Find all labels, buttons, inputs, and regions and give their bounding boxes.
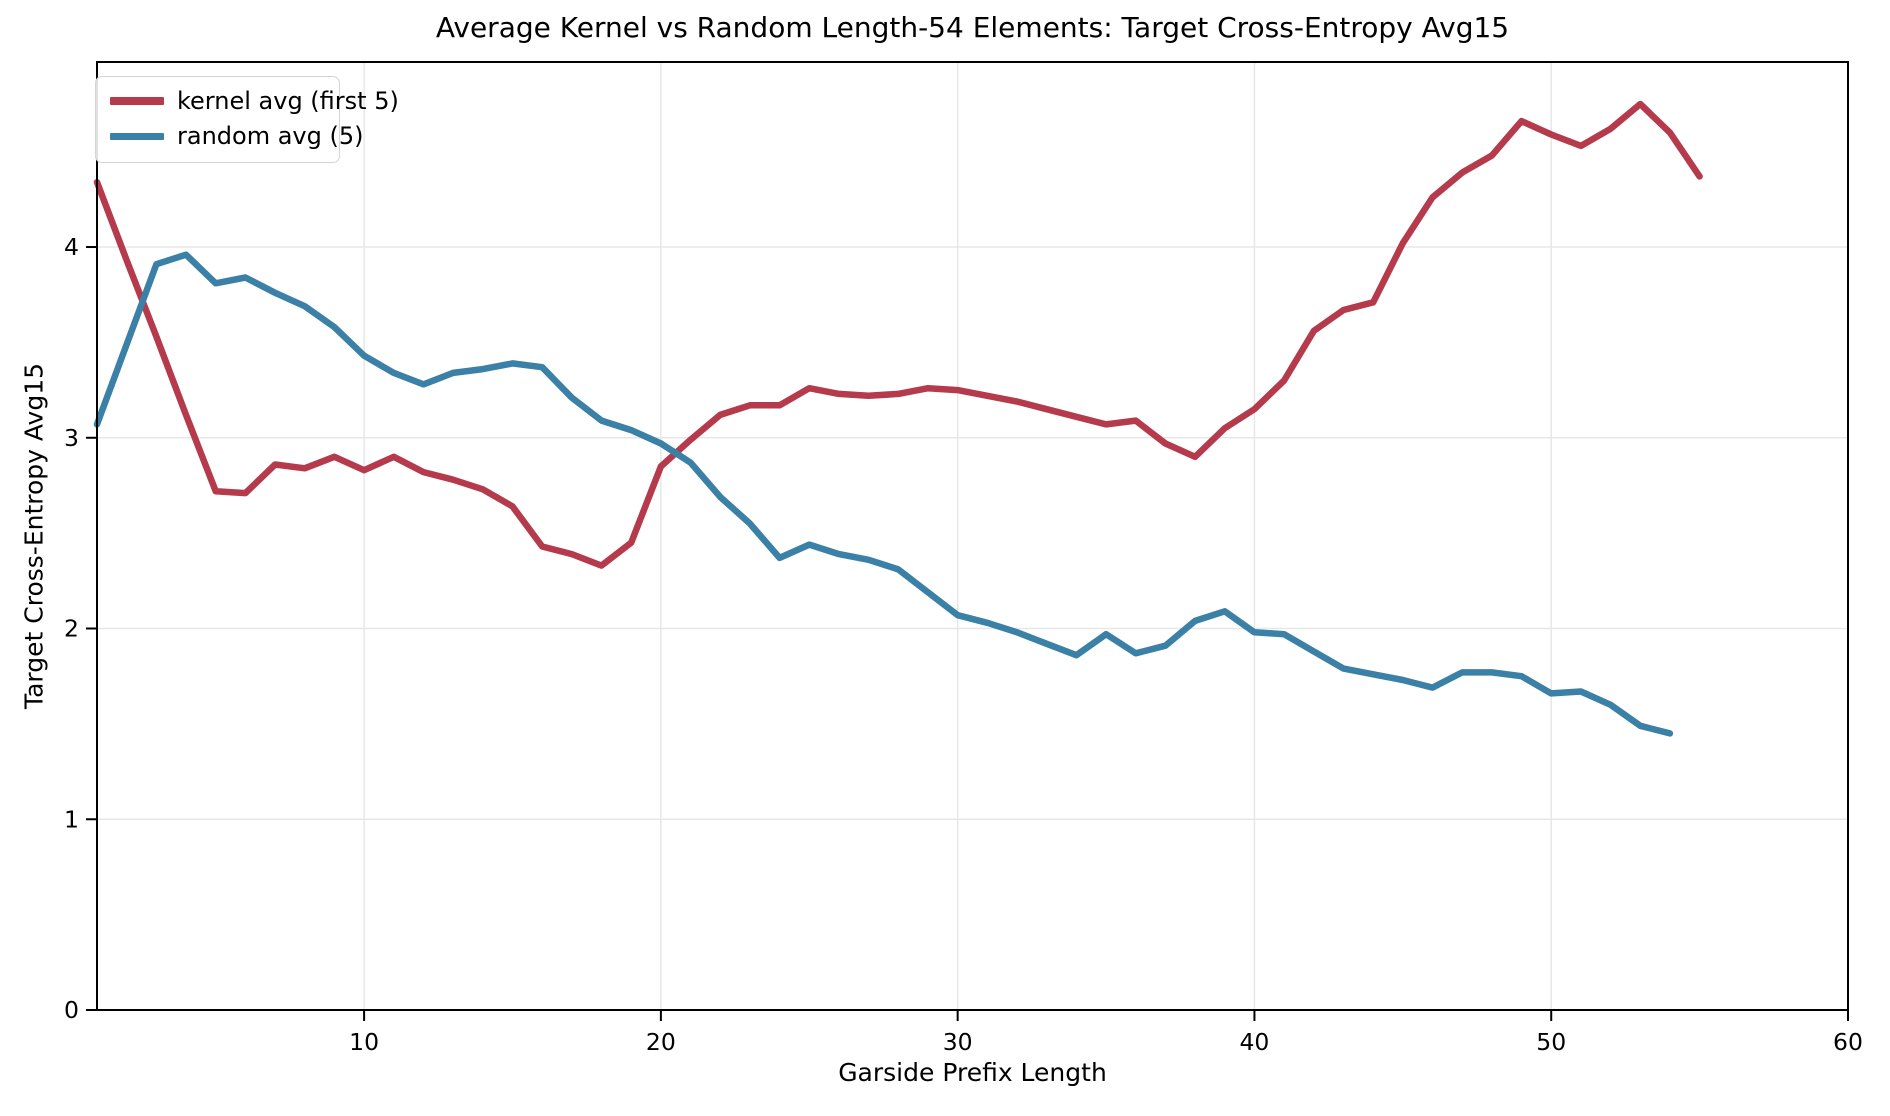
- kernel-line: [93, 100, 1703, 569]
- legend-item-random: random avg (5): [110, 123, 363, 150]
- x-tick-label: 10: [349, 1028, 379, 1056]
- y-axis-label: Target Cross-Entropy Avg15: [19, 362, 49, 710]
- legend-label-kernel: kernel avg (first 5): [177, 87, 399, 115]
- x-tick-label: 20: [646, 1028, 676, 1056]
- y-tick-label: 2: [64, 615, 79, 643]
- x-axis-label: Garside Prefix Length: [838, 1058, 1107, 1087]
- y-tick-label: 3: [64, 424, 79, 452]
- legend-label-random: random avg (5): [177, 122, 364, 151]
- random-line: [93, 251, 1674, 737]
- x-tick-label: 50: [1536, 1028, 1566, 1056]
- y-tick-label: 0: [64, 996, 79, 1024]
- y-tick-label: 1: [64, 805, 79, 833]
- x-tick-label: 40: [1239, 1028, 1269, 1056]
- x-tick-label: 60: [1833, 1028, 1863, 1056]
- x-tick-label: 30: [943, 1028, 973, 1056]
- chart-title: Average Kernel vs Random Length-54 Eleme…: [435, 11, 1510, 44]
- legend-line-sample-random: [110, 132, 164, 141]
- legend-item-kernel: kernel avg (first 5): [110, 88, 399, 114]
- axes-frame: [96, 61, 1849, 1011]
- legend-line-sample-kernel: [110, 97, 164, 105]
- legend: kernel avg (first 5) random avg (5): [95, 76, 399, 163]
- y-tick-label: 4: [64, 233, 79, 261]
